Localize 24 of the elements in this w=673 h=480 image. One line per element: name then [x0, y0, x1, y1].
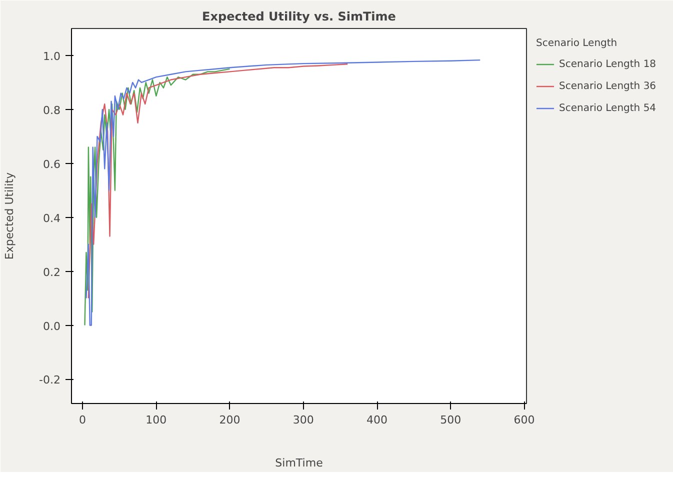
legend-label: Scenario Length 36: [559, 80, 656, 92]
x-axis-title: SimTime: [275, 456, 324, 470]
x-tick-label: 100: [146, 414, 167, 426]
legend-label: Scenario Length 54: [559, 102, 656, 114]
x-tick-label: 500: [440, 414, 462, 426]
y-tick-label: -0.2: [39, 374, 61, 387]
line-series: [88, 64, 348, 299]
x-tick-label: 0: [79, 414, 86, 426]
y-tick-label: 0.0: [43, 320, 61, 333]
chart-title: Expected Utility vs. SimTime: [202, 10, 396, 24]
line-series: [86, 59, 481, 326]
x-tick-label: 600: [514, 414, 535, 426]
legend-label: Scenario Length 18: [559, 58, 656, 70]
y-tick-label: 0.8: [43, 104, 61, 117]
y-axis-title: Expected Utility: [3, 172, 16, 260]
y-tick-label: 0.4: [43, 212, 61, 225]
y-tick-label: 0.6: [43, 158, 61, 171]
line-series: [84, 68, 230, 326]
x-tick-label: 400: [366, 414, 388, 426]
y-tick-label: 0.2: [43, 266, 61, 279]
x-tick-label: 300: [292, 414, 314, 426]
legend-title: Scenario Length: [536, 38, 618, 49]
x-tick-label: 200: [219, 414, 240, 426]
y-tick-label: 1.0: [43, 50, 61, 63]
